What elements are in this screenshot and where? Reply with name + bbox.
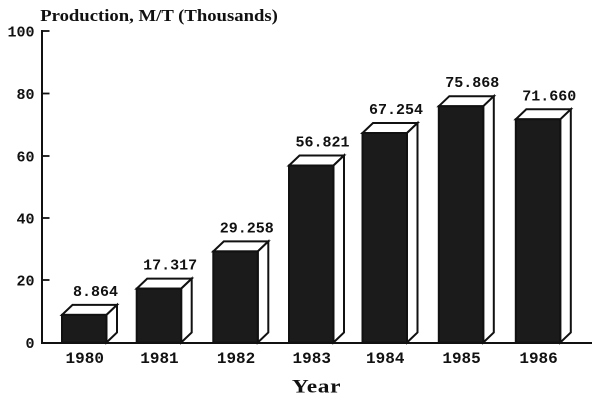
svg-text:0: 0 [25,336,34,353]
svg-text:17.317: 17.317 [143,258,197,275]
svg-text:60: 60 [16,150,34,167]
svg-text:20: 20 [16,274,34,291]
svg-text:29.258: 29.258 [220,220,274,237]
svg-text:80: 80 [16,87,34,104]
svg-text:Production, M/T (Thousands): Production, M/T (Thousands) [40,6,278,26]
svg-text:8.864: 8.864 [73,284,118,301]
svg-text:1984: 1984 [366,350,405,368]
svg-text:71.660: 71.660 [522,88,576,105]
svg-text:1981: 1981 [140,350,178,368]
svg-text:75.868: 75.868 [445,75,499,92]
svg-text:1986: 1986 [519,350,557,368]
svg-text:1982: 1982 [217,350,255,368]
svg-text:100: 100 [7,25,34,42]
svg-text:1983: 1983 [293,350,331,368]
svg-text:40: 40 [16,212,34,229]
svg-text:1985: 1985 [442,350,480,368]
svg-text:56.821: 56.821 [295,135,349,152]
svg-text:Year: Year [292,375,341,397]
svg-text:1980: 1980 [66,350,104,368]
svg-text:67.254: 67.254 [369,102,423,119]
